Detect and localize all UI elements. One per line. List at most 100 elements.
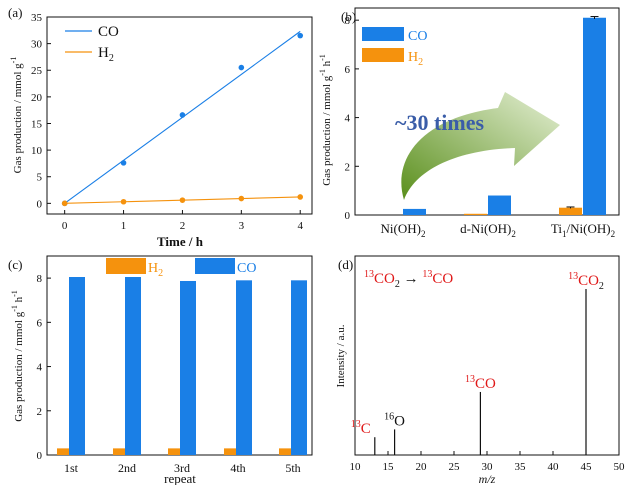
bar-h2 [168,448,180,455]
y-tick-label: 0 [345,210,351,222]
x-tick-label: d-Ni(OH)2 [460,221,516,239]
x-axis: Ni(OH)2 d-Ni(OH)2 Ti1/Ni(OH)2 [381,221,616,239]
y-tick-label: 25 [31,65,43,77]
x-tick-label: 1st [64,461,79,475]
bar-h2 [464,213,487,215]
y-axis: 0 5 10 15 20 25 30 35 [31,12,51,210]
data-points [61,32,304,207]
x-tick-label: 0 [62,220,68,232]
x-tick-label: 25 [449,461,461,473]
y-tick-label: 30 [31,39,43,51]
data-point-h2 [120,198,127,205]
x-tick-label: 4 [297,220,303,232]
peak-label: 13CO [465,374,496,392]
y-tick-label: 10 [31,145,43,157]
y-tick-label: 6 [37,317,43,329]
bar-co [403,208,426,215]
x-tick-label: 50 [614,461,626,473]
data-point-co [297,32,304,39]
legend: CO H2 [65,24,119,64]
y-tick-label: 2 [345,161,351,173]
legend-label-co: CO [98,24,119,40]
x-tick-label: Ni(OH)2 [381,221,426,239]
bar-co [69,277,85,455]
y-tick-label: 5 [37,172,43,184]
x-tick-label: 45 [581,461,593,473]
bar-h2 [559,207,582,215]
legend-label-h2: H2 [408,50,423,68]
x-axis-title: m/z [479,472,496,485]
y-tick-label: 35 [31,12,43,24]
bar-co [125,277,141,455]
y-axis: 0 2 4 6 8 [37,273,51,462]
x-tick-label: 30 [482,461,494,473]
peak-labels: 13C 16O 13CO 13CO2 [351,271,604,437]
x-tick-label: 15 [383,461,395,473]
data-point-co [179,112,186,118]
bar-h2 [224,448,236,455]
bars [57,277,307,455]
x-tick-label: 10 [350,461,362,473]
x-tick-label: 2 [180,220,186,232]
y-tick-label: 20 [31,92,43,104]
bars [403,16,606,215]
bar-co [180,280,196,455]
y-tick-label: 8 [345,15,351,27]
x-tick-label: 20 [416,461,428,473]
y-tick-label: 8 [37,273,43,285]
x-tick-label: 1 [121,220,127,232]
legend-label-h2: H2 [148,261,163,279]
y-tick-label: 0 [37,450,43,462]
peak-label: 13C [351,419,371,437]
panel-label: (d) [338,257,353,272]
arrow-graphic [401,92,560,200]
x-axis: 0 1 2 3 4 [62,210,303,232]
legend-swatch-co [195,258,235,274]
bar-h2 [279,448,291,455]
bar-co [291,280,307,455]
y-axis: 0 2 4 6 8 [345,15,359,222]
bar-h2 [113,448,125,455]
x-tick-label: 35 [515,461,527,473]
x-axis-title: Time / h [157,234,204,249]
x-tick-label: 3 [239,220,245,232]
panel-label: (a) [8,5,22,20]
legend-swatch-co [362,27,404,41]
legend-label-co: CO [408,29,427,44]
annotation-text: ~30 times [395,110,484,135]
legend: H2 CO [106,258,256,279]
bar-h2 [57,448,69,455]
y-tick-label: 2 [37,406,43,418]
legend-swatch-h2 [362,48,404,62]
x-axis: 1st 2nd 3rd 4th 5th [64,461,301,475]
data-point-h2 [238,195,245,202]
x-tick-label: Ti1/Ni(OH)2 [551,221,615,239]
data-point-h2 [179,197,186,203]
reaction-text: 13CO2 → 13CO [364,269,453,290]
x-tick-label: 5th [285,461,300,475]
y-axis-title: Gas production / mmol g-1 h-1 [318,54,333,186]
panel-c: (c) 0 2 4 6 8 1st 2nd 3rd 4th 5th H2 CO repeat G… [8,255,313,485]
bar-co [583,17,606,215]
x-tick-label: 4th [230,461,245,475]
y-tick-label: 4 [345,113,351,125]
panel-label: (b) [341,9,356,24]
legend-label-h2: H2 [98,45,114,64]
x-tick-label: 40 [548,461,560,473]
legend: CO H2 [362,27,427,68]
x-tick-label: 2nd [118,461,136,475]
y-tick-label: 0 [37,198,43,210]
y-tick-label: 4 [37,362,43,374]
data-point-co [238,64,245,71]
peak-label: 16O [384,411,405,429]
data-point-co [120,160,127,166]
panel-d: (d) 10 15 20 25 30 35 40 45 50 13C 16O 13CO 13CO2 1… [335,255,626,485]
bar-co [236,280,252,455]
y-axis-title: Gas production / mmol g-1 [9,57,24,174]
y-tick-label: 15 [31,118,43,130]
plot-frame [46,16,313,215]
legend-label-co: CO [237,261,256,276]
y-axis-title: Intensity / a.u. [335,324,347,387]
